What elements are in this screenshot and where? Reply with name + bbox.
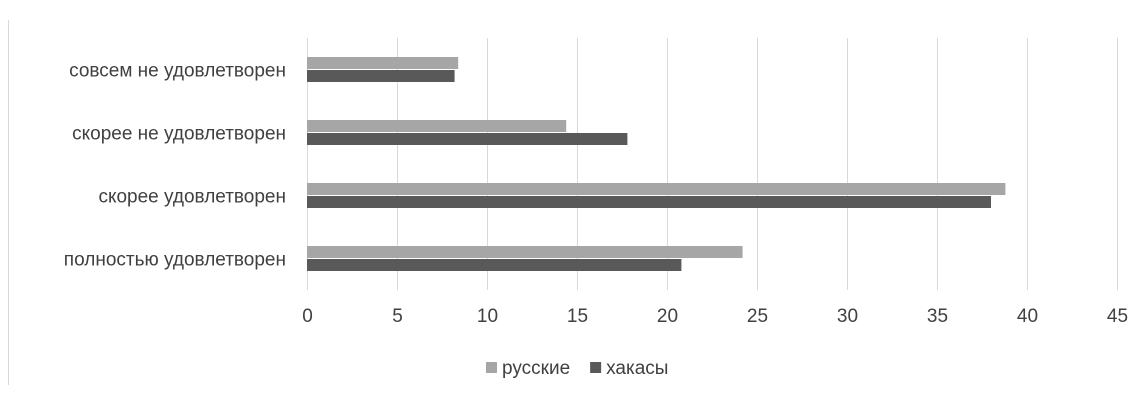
bar: [307, 120, 567, 132]
legend-label: хакасы: [606, 358, 668, 379]
x-tick-label: 35: [927, 306, 948, 327]
bar: [307, 246, 743, 258]
bar: [307, 57, 459, 69]
category-label: совсем не удовлетворен: [69, 61, 286, 82]
category-labels: совсем не удовлетворен скорее не удовлетв…: [64, 61, 286, 271]
bar: [307, 133, 628, 145]
x-axis-tick-labels: 0 5 10 15 20 25 30 35 40 45: [302, 306, 1128, 327]
x-tick-label: 0: [302, 306, 313, 327]
bar: [307, 183, 1006, 195]
legend-swatch: [590, 362, 602, 373]
legend: русские хакасы: [486, 358, 668, 379]
x-tick-label: 5: [392, 306, 403, 327]
category-label: скорее удовлетворен: [98, 187, 286, 208]
x-tick-label: 30: [837, 306, 858, 327]
x-tick-label: 45: [1107, 306, 1128, 327]
x-tick-label: 20: [657, 306, 678, 327]
bar: [307, 196, 991, 208]
x-tick-label: 15: [567, 306, 588, 327]
x-tick-label: 40: [1017, 306, 1038, 327]
category-label: полностью удовлетворен: [64, 250, 286, 271]
category-label: скорее не удовлетворен: [72, 124, 286, 145]
bars: [307, 57, 1006, 271]
legend-swatch: [486, 362, 497, 373]
bar: [307, 259, 682, 271]
bar: [307, 70, 455, 82]
x-tick-label: 10: [477, 306, 498, 327]
legend-label: русские: [502, 358, 570, 379]
x-tick-label: 25: [747, 306, 768, 327]
